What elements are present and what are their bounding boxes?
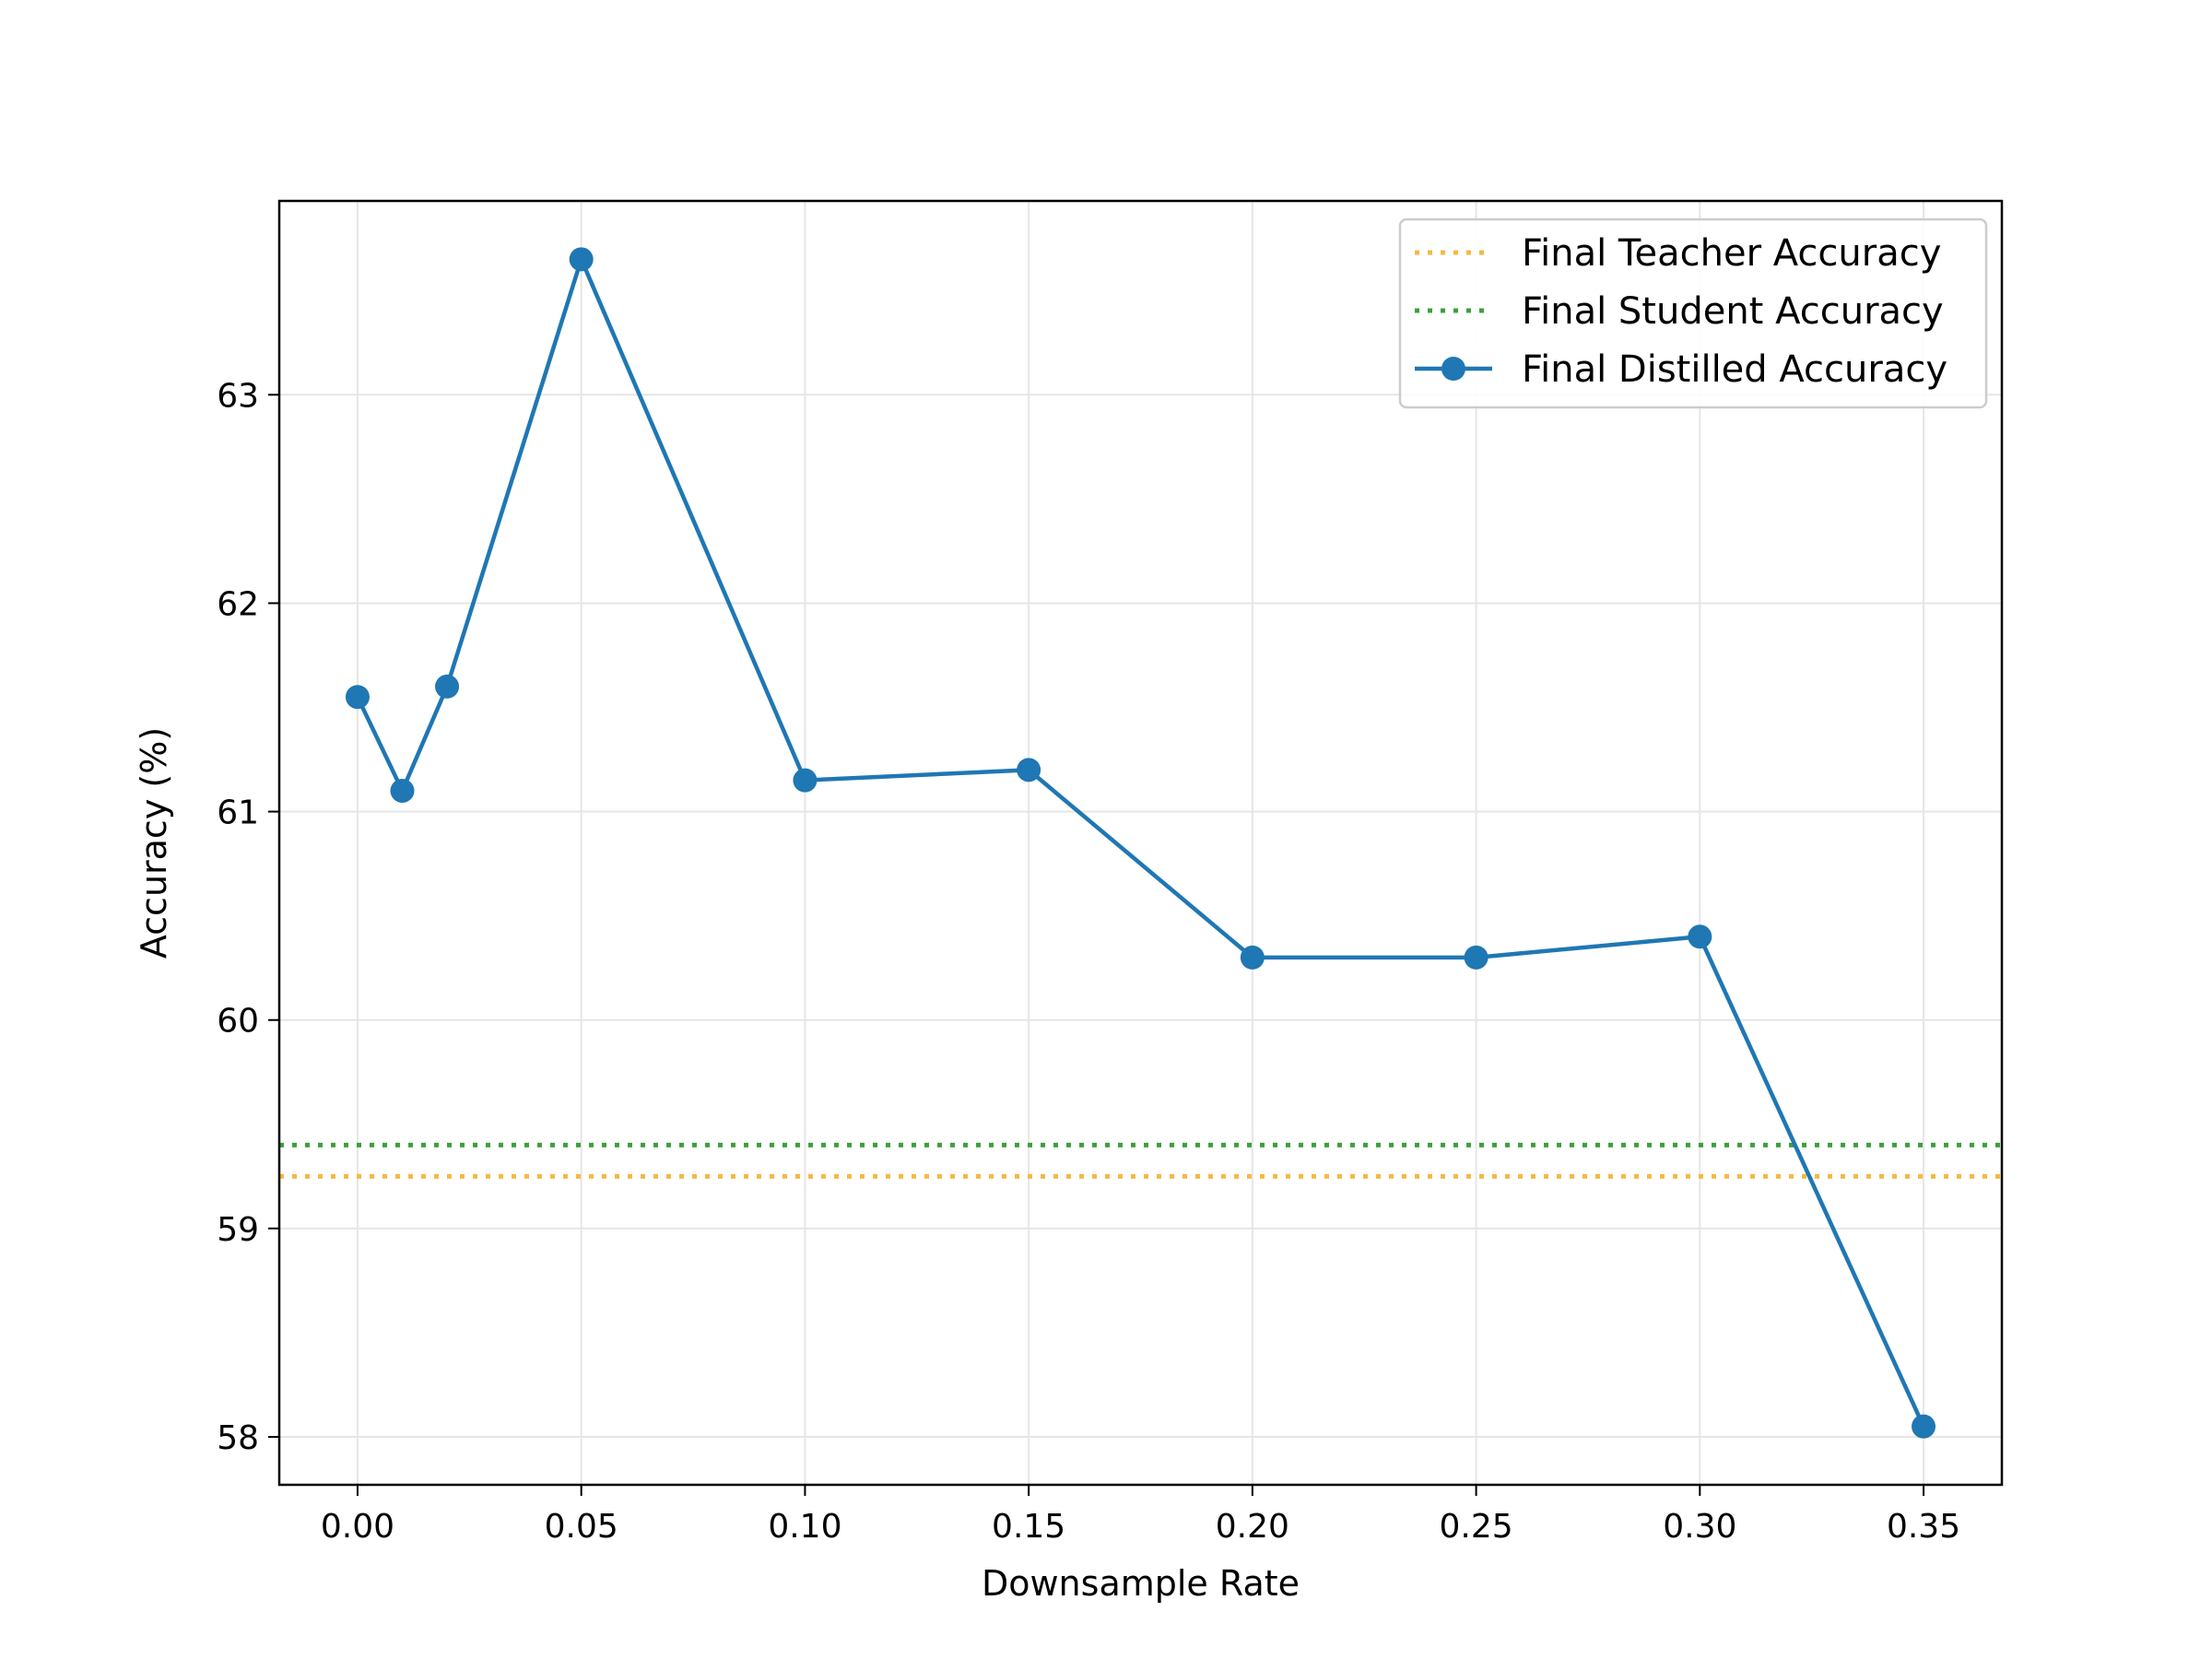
- x-tick-label: 0.05: [545, 1508, 618, 1546]
- x-tick-label: 0.15: [992, 1508, 1065, 1546]
- reference-lines: [279, 1142, 2002, 1179]
- data-point: [569, 247, 594, 272]
- legend-marker-final-distilled-accuracy: [1441, 357, 1465, 381]
- y-tick-label: 61: [217, 794, 259, 832]
- data-point: [1464, 945, 1488, 970]
- x-tick-label: 0.20: [1216, 1508, 1289, 1546]
- data-point: [1688, 924, 1712, 949]
- data-point: [345, 685, 370, 710]
- y-axis-label: Accuracy (%): [134, 727, 174, 959]
- y-tick-label: 59: [217, 1211, 259, 1249]
- x-tick-label: 0.00: [321, 1508, 394, 1546]
- data-point: [435, 674, 460, 699]
- plot-frame: [277, 199, 2004, 1487]
- series-line: [355, 257, 1926, 1428]
- legend: Final Teacher Accuracy Final Student Accu…: [1398, 218, 1988, 409]
- y-tick-label: 63: [217, 377, 259, 415]
- legend-label: Final Distilled Accuracy: [1522, 348, 1947, 391]
- data-point: [1240, 945, 1265, 970]
- grid-lines: [279, 201, 2002, 1485]
- x-tick-label: 0.10: [768, 1508, 841, 1546]
- x-tick-label: 0.35: [1887, 1508, 1960, 1546]
- distilled-series: [345, 247, 1936, 1439]
- data-point: [1017, 758, 1041, 782]
- x-tick-label: 0.30: [1663, 1508, 1736, 1546]
- x-axis-label: Downsample Rate: [982, 1563, 1300, 1604]
- y-tick-label: 62: [217, 585, 259, 623]
- x-tick-label: 0.25: [1440, 1508, 1513, 1546]
- data-point: [793, 768, 818, 793]
- y-tick-label: 60: [217, 1003, 259, 1041]
- data-point: [390, 778, 415, 803]
- data-point: [1912, 1414, 1936, 1439]
- legend-label: Final Teacher Accuracy: [1522, 232, 1941, 275]
- legend-box: [1398, 218, 1988, 409]
- y-axis-ticks: 58 59 60 61 62 63: [217, 377, 279, 1457]
- legend-label: Final Student Accuracy: [1522, 290, 1944, 333]
- y-tick-label: 58: [217, 1419, 259, 1457]
- x-axis-ticks: 0.00 0.05 0.10 0.15 0.20 0.25 0.30 0.35: [321, 1485, 1960, 1546]
